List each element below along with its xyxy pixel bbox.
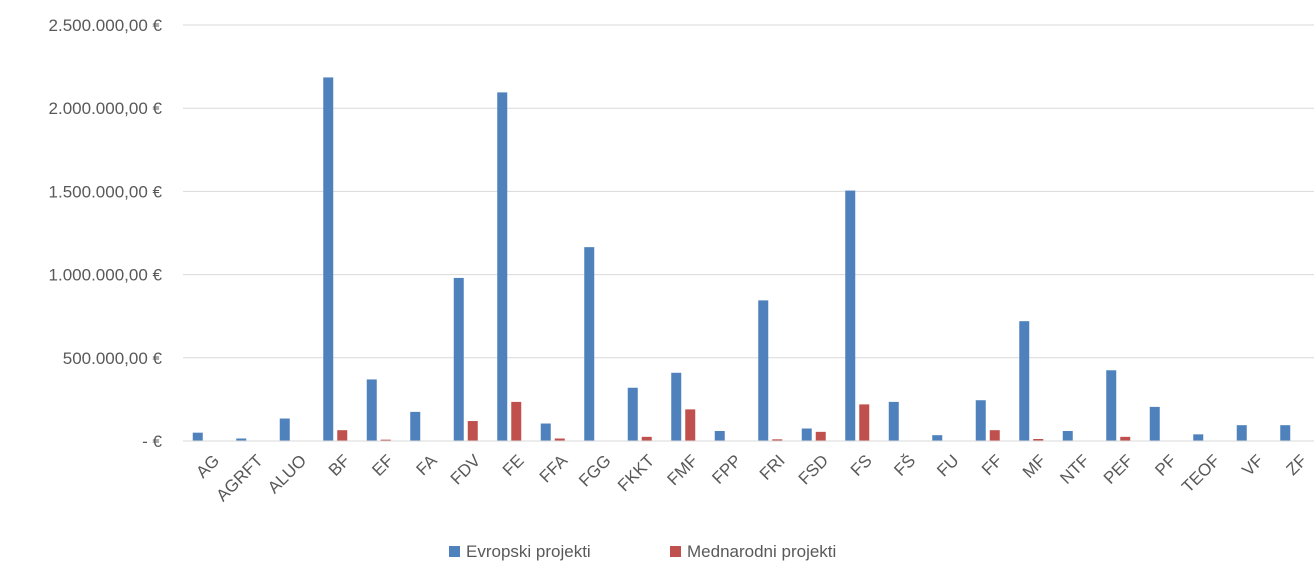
bar-evropski-fkkt xyxy=(627,387,638,441)
bar-mednarodni-ef xyxy=(380,439,391,441)
bar-evropski-fš xyxy=(888,401,899,441)
bar-evropski-pef xyxy=(1106,370,1117,441)
bar-evropski-ff xyxy=(975,400,986,441)
x-tick-label: BF xyxy=(325,451,354,480)
y-tick-label: - € xyxy=(142,432,162,451)
bar-evropski-ffa xyxy=(540,423,551,441)
y-tick-label: 500.000,00 € xyxy=(63,349,163,368)
x-tick-label: FŠ xyxy=(890,451,919,480)
x-tick-label: FMF xyxy=(664,451,702,489)
bar-mednarodni-bf xyxy=(337,430,348,441)
bar-evropski-fa xyxy=(410,411,421,441)
legend-swatch xyxy=(449,546,460,557)
legend-swatch xyxy=(670,546,681,557)
bar-mednarodni-fmf xyxy=(685,409,696,441)
bar-mednarodni-fkkt xyxy=(641,436,652,441)
x-tick-label: AGRFT xyxy=(213,451,267,505)
y-axis-tick-labels: - € 500.000,00 € 1.000.000,00 € 1.500.000,0… xyxy=(49,16,163,451)
bars xyxy=(192,77,1291,441)
bar-mednarodni-fdv xyxy=(467,421,478,441)
x-tick-label: FF xyxy=(978,451,1006,479)
bar-evropski-fs xyxy=(845,190,856,441)
x-tick-label: NTF xyxy=(1056,451,1093,488)
bar-mednarodni-fri xyxy=(772,439,783,441)
x-tick-label: TEOF xyxy=(1178,451,1223,496)
bar-evropski-vf xyxy=(1236,425,1247,441)
x-tick-label: ZF xyxy=(1283,451,1311,479)
bar-evropski-ag xyxy=(192,432,203,441)
bar-evropski-bf xyxy=(323,77,334,441)
bar-evropski-aluo xyxy=(279,418,290,441)
x-tick-label: MF xyxy=(1019,451,1050,482)
x-tick-label: FU xyxy=(933,451,962,480)
bar-evropski-mf xyxy=(1019,321,1030,441)
bar-mednarodni-ff xyxy=(989,430,1000,441)
bar-evropski-fsd xyxy=(801,428,812,441)
x-tick-label: FFA xyxy=(536,451,572,487)
y-tick-label: 2.000.000,00 € xyxy=(49,99,163,118)
x-tick-label: FGG xyxy=(575,451,614,490)
x-tick-label: FA xyxy=(413,451,442,480)
legend: Evropski projekti Mednarodni projekti xyxy=(449,542,836,561)
bar-mednarodni-ffa xyxy=(554,438,565,441)
bar-mednarodni-fs xyxy=(859,404,870,441)
bar-mednarodni-mf xyxy=(1033,439,1044,441)
bar-evropski-ntf xyxy=(1062,431,1073,441)
x-tick-label: FSD xyxy=(795,451,832,488)
x-tick-label: FKKT xyxy=(614,451,658,495)
bar-evropski-pf xyxy=(1149,406,1160,441)
x-tick-label: EF xyxy=(368,451,397,480)
x-tick-label: PEF xyxy=(1100,451,1137,488)
bar-mednarodni-fsd xyxy=(815,431,826,441)
bar-evropski-fu xyxy=(932,435,943,441)
y-tick-label: 1.500.000,00 € xyxy=(49,182,163,201)
bar-mednarodni-fe xyxy=(511,401,522,441)
bar-evropski-fdv xyxy=(453,277,464,441)
x-tick-label: AG xyxy=(192,451,223,482)
bar-evropski-fe xyxy=(497,92,508,441)
y-tick-label: 1.000.000,00 € xyxy=(49,266,163,285)
bar-evropski-fgg xyxy=(584,247,595,441)
y-tick-label: 2.500.000,00 € xyxy=(49,16,163,35)
gridlines xyxy=(183,24,1314,359)
x-tick-label: FE xyxy=(499,451,528,480)
legend-label: Evropski projekti xyxy=(466,542,591,561)
bar-mednarodni-pef xyxy=(1120,436,1131,441)
bar-evropski-ef xyxy=(366,379,377,441)
bar-evropski-fmf xyxy=(671,372,682,441)
bar-evropski-teof xyxy=(1193,434,1204,441)
bar-evropski-fpp xyxy=(714,431,725,441)
bar-evropski-zf xyxy=(1280,425,1291,441)
x-tick-label: FS xyxy=(847,451,876,480)
x-tick-label: FPP xyxy=(708,451,745,488)
bar-evropski-fri xyxy=(758,300,769,441)
x-tick-label: PF xyxy=(1151,451,1180,480)
x-tick-label: FRI xyxy=(756,451,789,484)
bar-evropski-agrft xyxy=(236,438,247,441)
legend-label: Mednarodni projekti xyxy=(687,542,836,561)
x-tick-label: VF xyxy=(1238,451,1267,480)
x-tick-label: FDV xyxy=(447,451,485,489)
x-tick-label: ALUO xyxy=(264,451,310,497)
